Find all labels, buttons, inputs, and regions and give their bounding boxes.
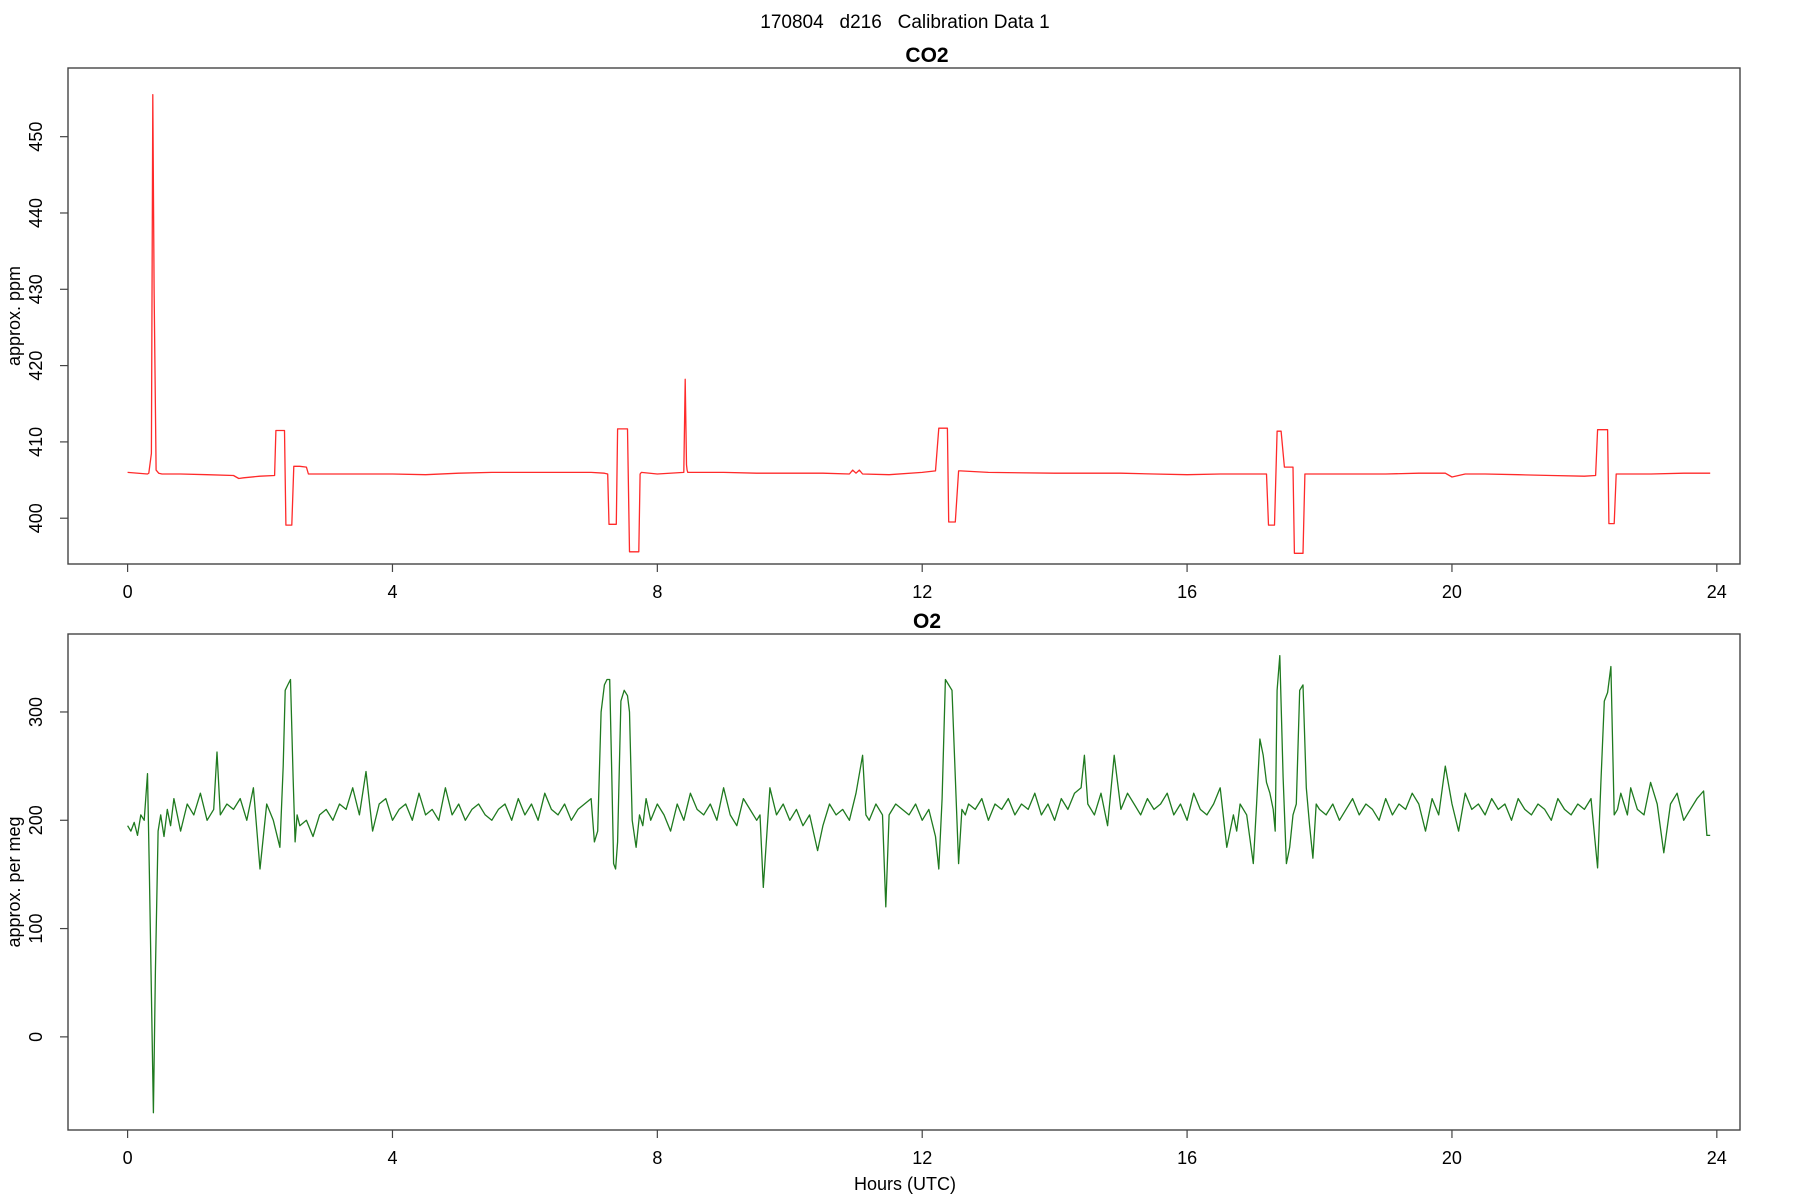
co2-series-line [127, 94, 1711, 554]
o2-y-tick-label: 100 [26, 914, 46, 944]
o2-series-line [127, 655, 1711, 1114]
co2-x-tick-label: 24 [1707, 582, 1727, 602]
o2-y-tick-label: 200 [26, 805, 46, 835]
co2-plot-frame [67, 67, 1741, 565]
figure-suptitle: 170804 d216 Calibration Data 1 [760, 12, 1049, 33]
co2-panel-title: CO2 [905, 44, 948, 67]
o2-x-tick-label: 20 [1442, 1148, 1462, 1168]
co2-y-axis-label: approx. ppm [4, 266, 24, 366]
co2-x-tick-label: 12 [912, 582, 932, 602]
o2-x-tick-label: 24 [1707, 1148, 1727, 1168]
co2-x-tick-label: 20 [1442, 582, 1462, 602]
o2-x-tick-label: 4 [387, 1148, 397, 1168]
o2-y-axis-label: approx. per meg [4, 816, 24, 947]
o2-x-tick-label: 8 [652, 1148, 662, 1168]
o2-y-tick-label: 0 [26, 1032, 46, 1042]
co2-x-ticks: 0 4 8 12 16 20 24 [123, 564, 1727, 602]
co2-x-tick-label: 4 [387, 582, 397, 602]
o2-x-tick-label: 16 [1177, 1148, 1197, 1168]
co2-panel: CO2 0 4 8 12 16 20 24 400 410 420 430 440 450 appro… [4, 44, 1741, 602]
o2-plot-frame [67, 633, 1741, 1131]
o2-x-tick-label: 12 [912, 1148, 932, 1168]
o2-x-ticks: 0 4 8 12 16 20 24 [123, 1130, 1727, 1168]
co2-x-tick-label: 8 [652, 582, 662, 602]
co2-y-tick-label: 410 [26, 427, 46, 457]
co2-y-ticks: 400 410 420 430 440 450 [26, 122, 68, 533]
co2-y-tick-label: 440 [26, 198, 46, 228]
co2-x-tick-label: 0 [123, 582, 133, 602]
o2-y-tick-label: 300 [26, 697, 46, 727]
o2-panel: O2 0 4 8 12 16 20 24 0 100 200 300 approx. per me… [4, 610, 1741, 1194]
co2-x-tick-label: 16 [1177, 582, 1197, 602]
co2-y-tick-label: 420 [26, 351, 46, 381]
co2-y-tick-label: 400 [26, 503, 46, 533]
o2-x-axis-label: Hours (UTC) [854, 1174, 956, 1194]
co2-y-tick-label: 450 [26, 122, 46, 152]
o2-x-tick-label: 0 [123, 1148, 133, 1168]
co2-y-tick-label: 430 [26, 274, 46, 304]
o2-y-ticks: 0 100 200 300 [26, 697, 68, 1042]
o2-panel-title: O2 [913, 610, 941, 633]
